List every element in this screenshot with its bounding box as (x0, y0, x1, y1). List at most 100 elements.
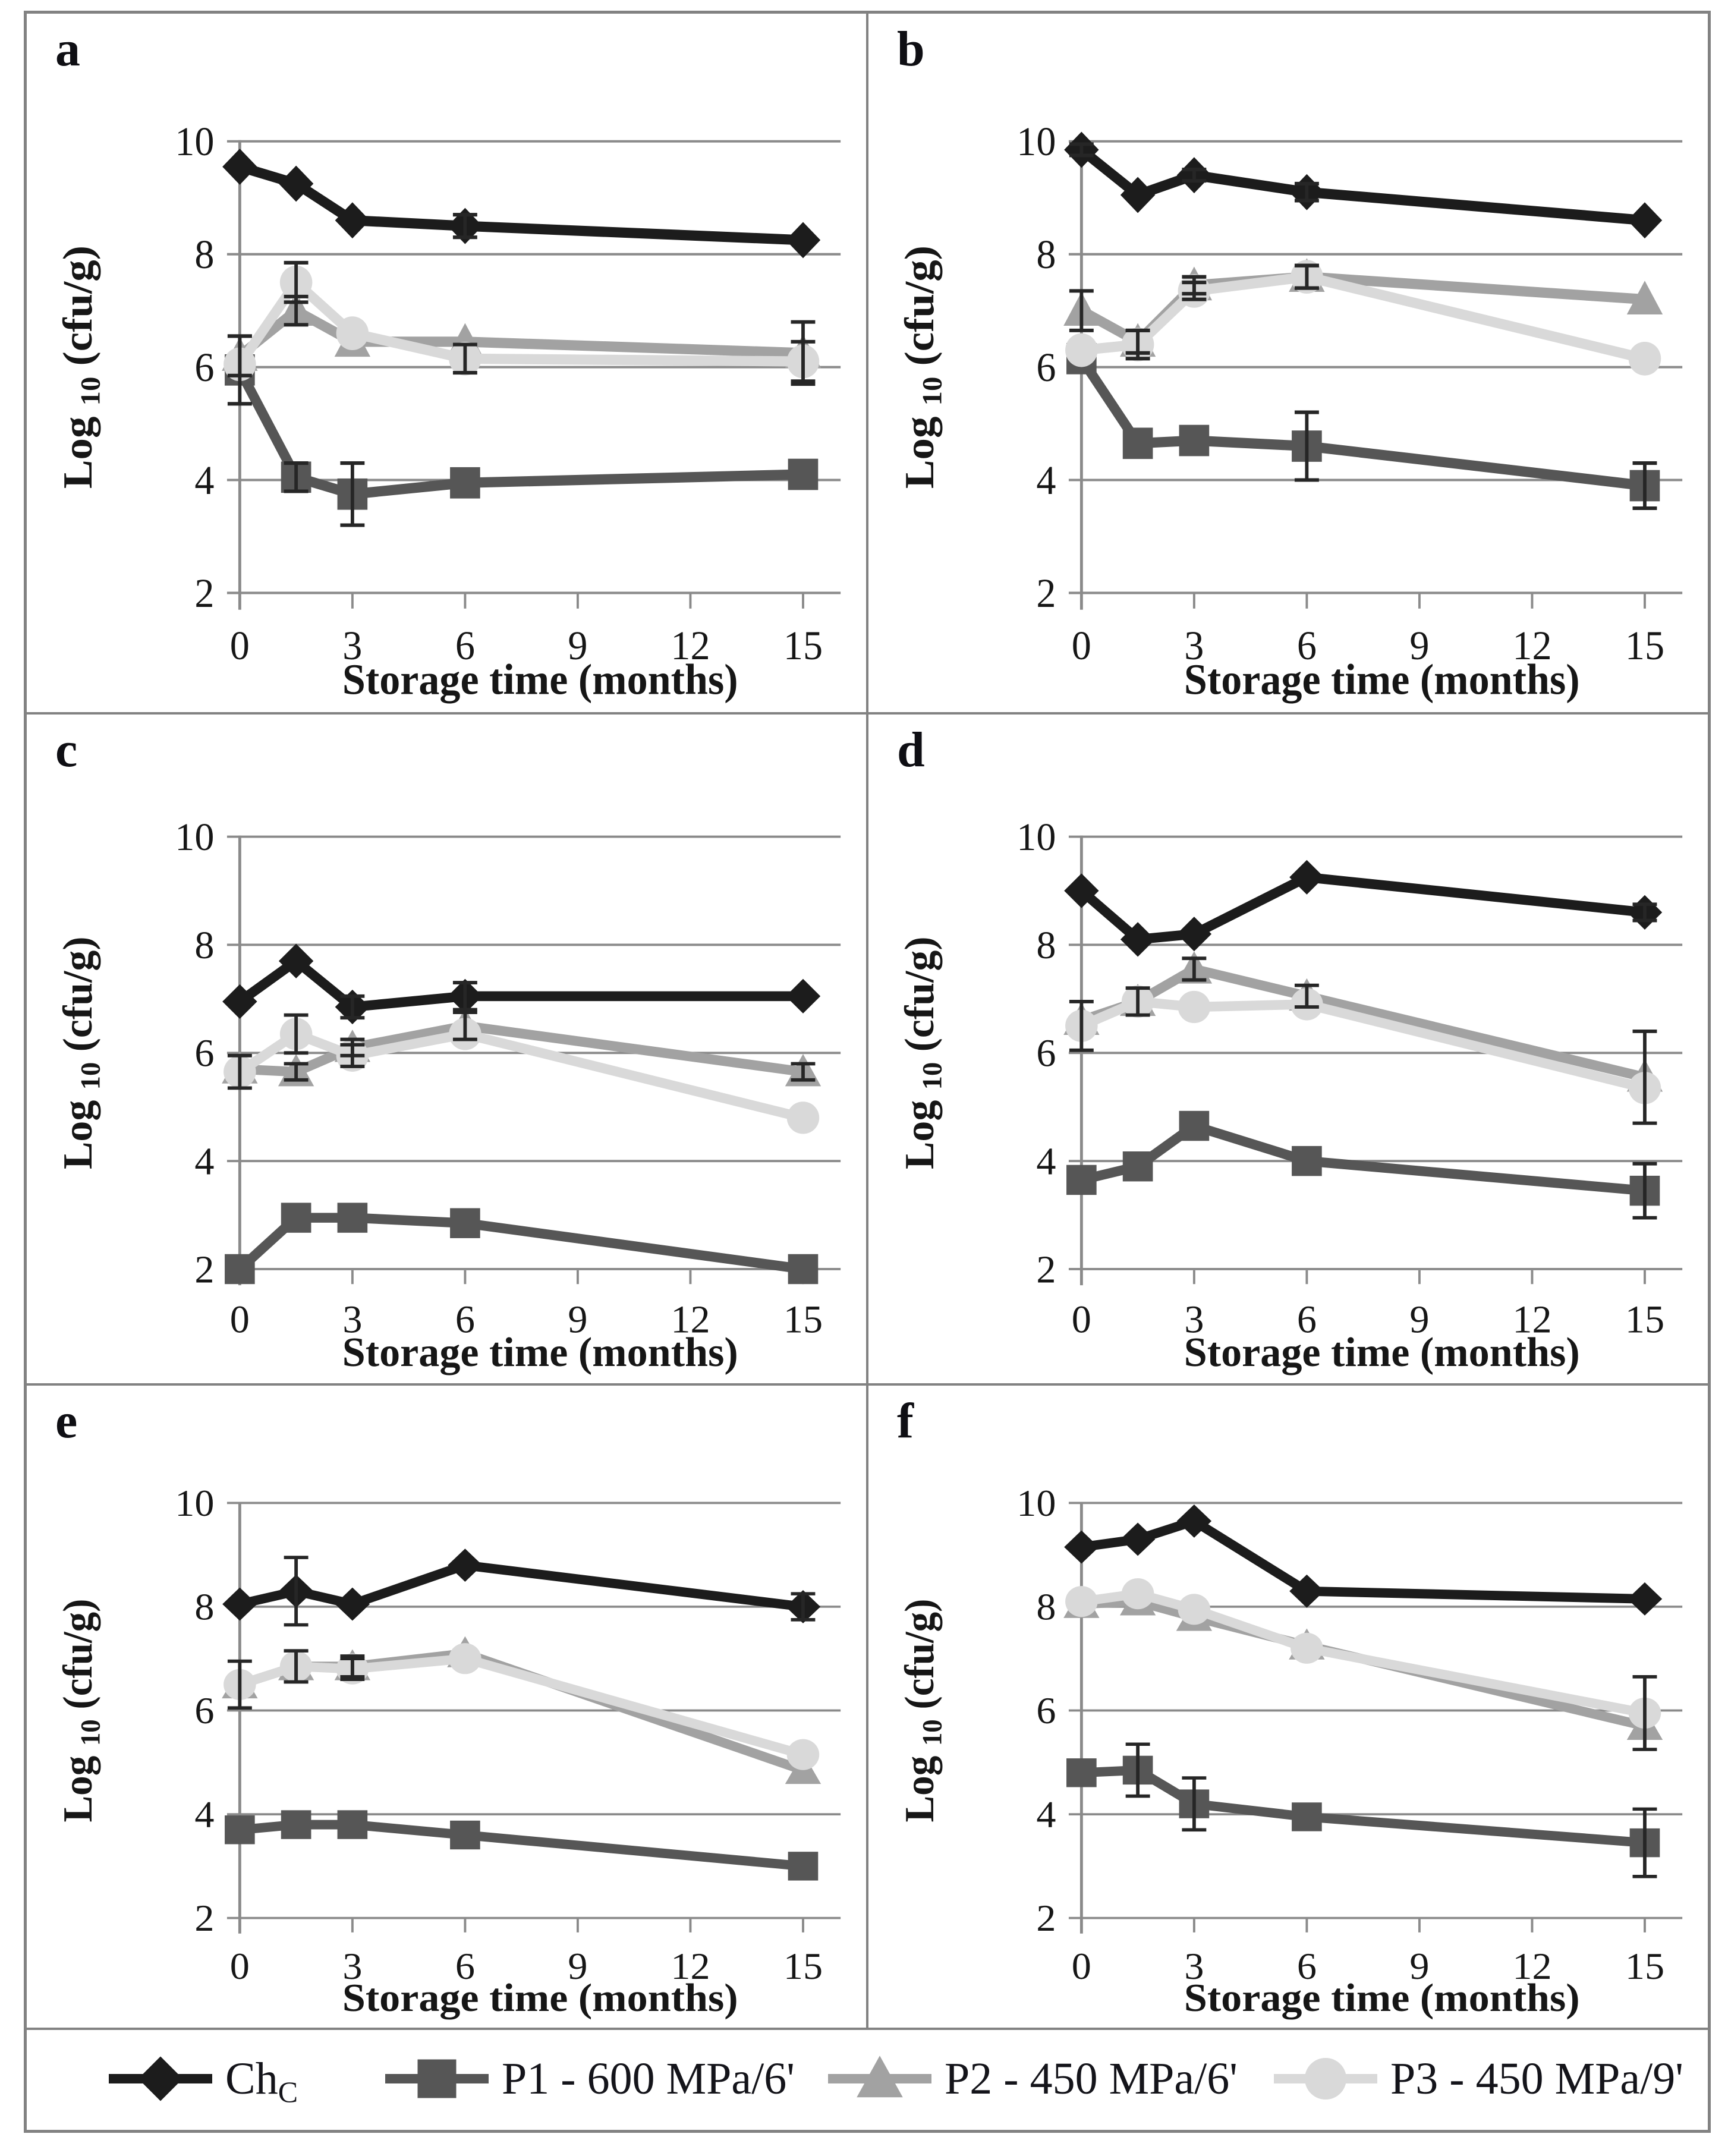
x-tick-label: 9 (568, 1946, 587, 1987)
y-tick-label: 2 (194, 1897, 214, 1939)
series-line-chc (235, 956, 808, 1012)
y-tick-label: 2 (1036, 571, 1056, 616)
legend-label-p3: P3 - 450 MPa/9' (1390, 2053, 1683, 2104)
series-marker-chc (1120, 177, 1156, 213)
y-tick-label: 10 (1016, 1483, 1056, 1524)
panel-c-letter: c (55, 722, 78, 778)
x-tick-label: 9 (568, 623, 587, 668)
x-tick-label: 15 (1625, 1946, 1664, 1987)
series-marker-p1 (337, 1203, 368, 1233)
series-line-p1 (1077, 1765, 1650, 1848)
series-marker-chc (1627, 1582, 1663, 1616)
legend-item-p1: P1 - 600 MPa/6' (380, 2043, 795, 2114)
x-tick-label: 9 (1409, 1946, 1429, 1987)
series-marker-chc (1120, 922, 1156, 957)
series-marker-chc (335, 202, 370, 239)
series-marker-p1 (450, 1820, 480, 1850)
x-tick-label: 12 (1512, 1298, 1551, 1342)
panel-d: d 2 4 6 8 10 0 3 6 9 12 15 Storage time (months) Log… (868, 715, 1708, 1383)
series-marker-p1 (281, 1810, 311, 1839)
series-marker-p3 (1178, 990, 1211, 1024)
y-tick-label: 6 (194, 1690, 214, 1732)
x-tick-label: 15 (783, 1946, 823, 1987)
series-marker-p1 (1179, 1110, 1210, 1141)
series-marker-p1 (1292, 1145, 1322, 1176)
y-tick-label: 4 (1036, 1794, 1056, 1836)
series-line-p1 (1077, 1121, 1650, 1196)
y-tick-label: 4 (1036, 458, 1056, 503)
x-tick-label: 15 (1625, 623, 1664, 668)
series-line-chc (1077, 1516, 1650, 1604)
series-marker-p1 (788, 1254, 819, 1285)
legend-marker-p2 (857, 2055, 903, 2097)
x-tick-label: 9 (568, 1298, 587, 1342)
panel-d-letter: d (897, 722, 925, 778)
y-tick-label: 10 (175, 816, 214, 859)
legend-label-p1: P1 - 600 MPa/6' (502, 2053, 795, 2104)
series-marker-p3 (1065, 333, 1098, 367)
series-marker-p3 (1065, 1586, 1098, 1617)
y-tick-label: 8 (1036, 1587, 1056, 1628)
panel-b-letter: b (897, 21, 925, 77)
x-tick-label: 0 (230, 1298, 250, 1342)
series-marker-p3 (449, 1643, 481, 1675)
y-axis-title: Log 10 (cfu/g) (55, 936, 106, 1169)
series-marker-chc (785, 222, 821, 259)
series-marker-chc (448, 1548, 483, 1582)
x-tick-label: 3 (342, 1298, 362, 1342)
panel-f: f 2 4 6 8 10 0 3 6 9 12 15 Storage time (months) Log… (868, 1386, 1708, 2028)
x-tick-label: 6 (455, 1298, 475, 1342)
legend-item-p2: P2 - 450 MPa/6' (823, 2043, 1238, 2114)
series-marker-chc (1176, 1504, 1212, 1538)
x-tick-label: 3 (1184, 623, 1204, 668)
series-marker-p3 (1291, 1632, 1323, 1664)
y-tick-label: 6 (1036, 345, 1056, 390)
legend-marker-p3 (1305, 2057, 1346, 2100)
y-tick-label: 4 (1036, 1140, 1056, 1184)
x-tick-label: 12 (1512, 1946, 1551, 1987)
y-tick-label: 6 (1036, 1690, 1056, 1732)
x-tick-label: 6 (455, 1946, 475, 1987)
x-axis-title: Storage time (months) (1184, 1330, 1580, 1376)
series-marker-p3 (1178, 1594, 1211, 1625)
y-axis-title: Log 10 (cfu/g) (896, 245, 948, 489)
series-line-chc (1077, 144, 1650, 226)
series-line-p1 (235, 1820, 808, 1871)
panel-b: b 2 4 6 8 10 0 3 6 9 12 15 Storage time (months) Log… (868, 14, 1708, 712)
series-line-chc (1077, 872, 1650, 945)
panel-a-chart: 2 4 6 8 10 0 3 6 9 12 15 Storage time (months) Log 1… (55, 119, 841, 704)
x-tick-label: 3 (342, 623, 362, 668)
panel-e-chart: 2 4 6 8 10 0 3 6 9 12 15 Storage time (months) Log 1… (55, 1483, 841, 2020)
x-tick-label: 12 (671, 623, 710, 668)
series-marker-chc (222, 149, 257, 185)
legend-item-chc: ChC (104, 2043, 298, 2114)
legend-marker-square-icon (385, 2059, 489, 2098)
y-tick-label: 8 (1036, 232, 1056, 277)
x-tick-label: 0 (230, 623, 250, 668)
x-tick-label: 12 (671, 1946, 710, 1987)
y-tick-label: 6 (194, 1032, 214, 1075)
y-tick-label: 8 (194, 232, 214, 277)
panel-c-chart: 2 4 6 8 10 0 3 6 9 12 15 Storage time (months) Log 1… (55, 816, 841, 1376)
series-marker-p1 (450, 1208, 480, 1238)
legend-item-p3: P3 - 450 MPa/9' (1269, 2043, 1683, 2114)
y-tick-label: 2 (1036, 1897, 1056, 1939)
y-tick-label: 8 (194, 924, 214, 967)
y-tick-label: 10 (175, 119, 214, 164)
series-line-p2 (235, 306, 808, 361)
legend-marker-p1 (417, 2059, 457, 2098)
x-tick-label: 0 (1072, 1298, 1091, 1342)
x-tick-label: 9 (1409, 623, 1429, 668)
panel-b-chart: 2 4 6 8 10 0 3 6 9 12 15 Storage time (months) Log 1… (896, 119, 1683, 704)
panel-row-2: c 2 4 6 8 10 0 3 6 9 12 15 Storage time (months) Log… (27, 715, 1708, 1386)
panel-a-letter: a (55, 21, 80, 77)
x-axis-title: Storage time (months) (342, 656, 738, 704)
series-line-p1 (235, 1213, 808, 1274)
series-marker-p1 (450, 467, 480, 499)
x-tick-label: 0 (1072, 623, 1091, 668)
legend: ChC P1 - 600 MPa/6' P2 - 450 MPa/6' P3 -… (27, 2030, 1708, 2127)
series-marker-p1 (1122, 1151, 1153, 1182)
x-axis-title: Storage time (months) (1184, 1975, 1580, 2019)
y-tick-label: 6 (194, 345, 214, 390)
